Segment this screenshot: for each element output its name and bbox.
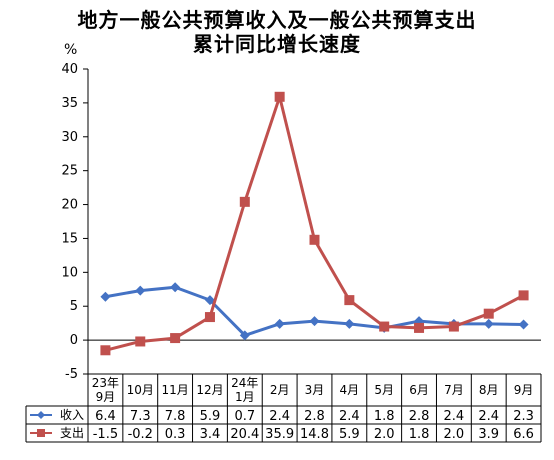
x-category-label: 8月 — [479, 383, 499, 397]
series-line-income — [105, 285, 524, 337]
x-category-label: 9月 — [514, 383, 534, 397]
x-category-label: 9月 — [96, 390, 116, 404]
income-data-point — [274, 318, 285, 329]
chart-title-line-2: 累计同比增长速度 — [193, 32, 361, 56]
y-tick-label: 10 — [61, 265, 78, 280]
x-category-label: 10月 — [127, 383, 154, 397]
expense-data-point — [483, 308, 494, 319]
table-value-income: 2.4 — [269, 409, 290, 424]
chart-title-line-1: 地方一般公共预算收入及一般公共预算支出 — [77, 8, 477, 32]
table-value-income: 2.4 — [478, 409, 499, 424]
income-data-point — [100, 291, 111, 302]
table-value-expense: -1.5 — [93, 427, 118, 442]
expense-data-point — [414, 322, 425, 333]
expense-data-point — [518, 290, 529, 301]
expense-data-point — [239, 196, 250, 207]
table-value-expense: 35.9 — [265, 427, 294, 442]
y-tick-label: 35 — [61, 96, 78, 111]
legend-diamond-icon — [37, 411, 45, 419]
table-value-expense: 0.3 — [165, 427, 186, 442]
expense-data-point — [170, 333, 181, 344]
x-category-label: 7月 — [444, 383, 464, 397]
expense-data-point — [100, 345, 111, 356]
income-data-point — [204, 295, 215, 306]
x-category-label: 5月 — [374, 383, 394, 397]
legend-label-expense: 支出 — [60, 426, 84, 440]
income-data-point — [344, 318, 355, 329]
legend-label-income: 收入 — [60, 408, 84, 422]
income-data-point — [483, 318, 494, 329]
y-tick-label: -5 — [65, 367, 78, 382]
table-value-income: 2.8 — [409, 409, 430, 424]
x-category-label: 12月 — [196, 383, 223, 397]
table-value-expense: 14.8 — [300, 427, 329, 442]
table-value-income: 5.9 — [200, 409, 221, 424]
x-category-label: 23年 — [92, 376, 119, 390]
expense-data-point — [379, 321, 390, 332]
y-tick-label: 25 — [61, 164, 78, 179]
table-value-expense: 20.4 — [230, 427, 259, 442]
expense-data-point — [309, 234, 320, 245]
income-data-point — [135, 285, 146, 296]
x-category-label: 24年 — [231, 376, 258, 390]
table-value-income: 0.7 — [234, 409, 255, 424]
table-value-expense: 5.9 — [339, 427, 360, 442]
x-category-label: 3月 — [305, 383, 325, 397]
table-value-expense: 3.9 — [478, 427, 499, 442]
x-category-label: 2月 — [270, 383, 290, 397]
expense-data-point — [135, 336, 146, 347]
income-data-point — [239, 330, 250, 341]
table-value-expense: -0.2 — [128, 427, 153, 442]
y-axis-unit-label: % — [64, 42, 78, 58]
table-value-income: 7.3 — [130, 409, 151, 424]
y-tick-label: 15 — [61, 231, 78, 246]
table-value-income: 2.4 — [339, 409, 360, 424]
table-value-expense: 6.6 — [513, 427, 534, 442]
series-line-expense — [105, 95, 525, 352]
y-tick-label: 5 — [70, 299, 78, 314]
y-tick-label: 0 — [70, 333, 78, 348]
legend-square-icon — [37, 429, 45, 437]
x-category-label: 1月 — [235, 390, 255, 404]
expense-data-point — [274, 91, 285, 102]
table-value-expense: 1.8 — [409, 427, 430, 442]
x-category-label: 4月 — [340, 383, 360, 397]
y-tick-label: 20 — [61, 198, 78, 213]
expense-data-point — [448, 321, 459, 332]
table-value-income: 6.4 — [95, 409, 116, 424]
y-tick-label: 40 — [61, 62, 78, 77]
income-data-point — [170, 282, 181, 293]
table-value-expense: 2.0 — [374, 427, 395, 442]
income-data-point — [518, 319, 529, 330]
table-value-income: 2.4 — [444, 409, 465, 424]
x-category-label: 11月 — [161, 383, 188, 397]
table-value-expense: 2.0 — [444, 427, 465, 442]
table-value-expense: 3.4 — [200, 427, 221, 442]
expense-data-point — [344, 295, 355, 306]
table-value-income: 1.8 — [374, 409, 395, 424]
table-value-income: 7.8 — [165, 409, 186, 424]
x-category-label: 6月 — [409, 383, 429, 397]
table-value-income: 2.3 — [513, 409, 534, 424]
expense-data-point — [204, 312, 215, 323]
table-value-income: 2.8 — [304, 409, 325, 424]
income-data-point — [309, 316, 320, 327]
y-tick-label: 30 — [61, 130, 78, 145]
